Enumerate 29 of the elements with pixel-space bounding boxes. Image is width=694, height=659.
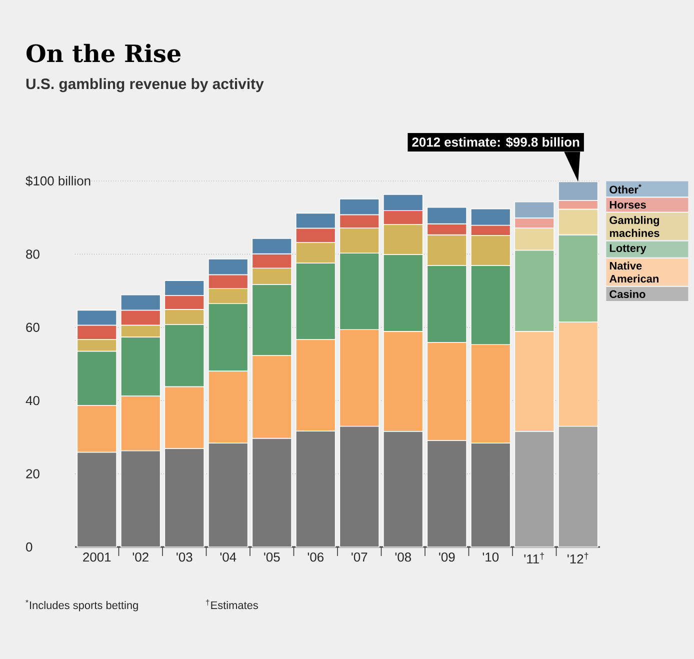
x-tick-label: '02	[132, 552, 148, 562]
x-tick-label: '08	[395, 552, 412, 562]
y-tick-label: 60	[26, 322, 40, 332]
chart-title: On the Rise	[26, 44, 181, 62]
series-label: Other$^{*}$	[610, 184, 642, 194]
annotation: 2012 estimate: $99.8 billion	[412, 136, 580, 148]
x-tick-label: '03	[176, 552, 192, 562]
y-tick-label: 0	[26, 542, 32, 552]
series-label: Gambling machines	[610, 216, 660, 237]
y-tick-label: 20	[26, 469, 40, 478]
y-tick-label: $100 billion	[26, 176, 90, 186]
x-tick-label: '12$^{†}$	[568, 552, 588, 564]
x-tick-label: '04	[220, 552, 236, 562]
x-tick-label: '11$^{†}$	[524, 552, 544, 564]
chart-subtitle: U.S. gambling revenue by activity	[26, 78, 264, 92]
text: $^{*}$Includes sports betting	[26, 600, 138, 612]
text: Casino	[610, 290, 646, 298]
x-tick-label: '07	[352, 552, 368, 562]
x-tick-label: '06	[308, 552, 324, 562]
text: $^{†}$Estimates	[206, 599, 258, 610]
series-label: Lottery	[610, 244, 646, 254]
text: Native American	[609, 262, 658, 283]
x-tick-label: '10	[482, 552, 499, 562]
y-tick-label: 40	[26, 396, 40, 406]
x-tick-label: '05	[264, 552, 280, 562]
x-tick-label: '09	[439, 552, 455, 562]
x-tick-label: 2001	[83, 552, 111, 562]
series-label: Horses	[610, 200, 646, 209]
y-tick-label: 80	[26, 250, 40, 259]
